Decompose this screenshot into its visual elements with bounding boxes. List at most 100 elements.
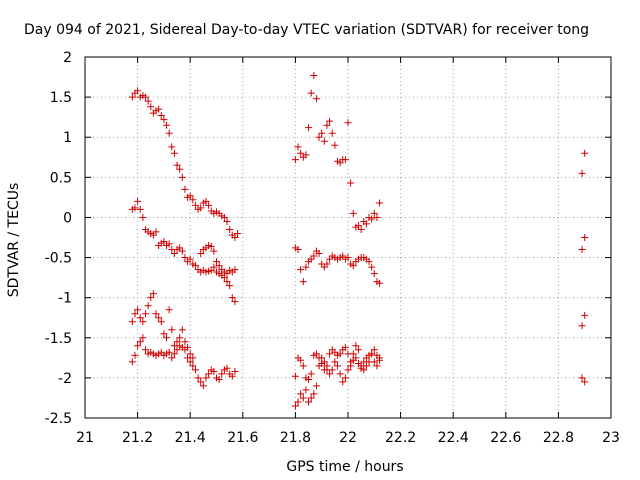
data-point [141,93,149,101]
data-point [220,213,228,221]
data-point [189,354,197,362]
data-point [223,217,231,225]
data-point [365,358,373,366]
data-point [165,240,173,248]
series-1 [128,87,242,241]
data-point [339,378,347,386]
y-tick-label: 1 [63,130,72,146]
data-point [160,330,168,338]
data-point [341,156,349,164]
data-point [165,306,173,314]
data-point [152,310,160,318]
data-point [178,173,186,181]
data-point [231,367,239,375]
data-point [168,143,176,151]
series-6 [291,244,384,287]
data-point [189,196,197,204]
data-point [323,260,331,268]
series-2 [128,197,239,306]
data-point [352,354,360,362]
y-tick-label: -1 [58,291,72,307]
data-point [305,375,313,383]
y-tick-label: -2 [58,371,72,387]
data-point [173,346,181,354]
data-point [136,205,144,213]
data-point [336,350,344,358]
data-point [163,334,171,342]
data-point [218,370,226,378]
data-point [134,306,142,314]
data-point [231,266,239,274]
data-point [357,225,365,233]
data-point [291,402,299,410]
data-point [578,374,586,382]
data-point [312,95,320,103]
data-point [315,250,323,258]
data-point [205,201,213,209]
data-point [165,129,173,137]
data-point [157,112,165,120]
data-point [326,350,334,358]
data-point [170,250,178,258]
x-tick-label: 21.6 [227,430,258,446]
data-point [197,250,205,258]
data-point [297,356,305,364]
data-point [128,318,136,326]
series-5 [291,71,384,233]
data-point [186,255,194,263]
data-point [376,356,384,364]
data-point [170,350,178,358]
data-point [189,362,197,370]
data-point [173,161,181,169]
data-point [181,185,189,193]
data-point [131,310,139,318]
data-point [168,326,176,334]
x-tick-label: 21 [76,430,94,446]
data-point [312,350,320,358]
data-point [186,358,194,366]
data-point [197,204,205,212]
data-point [362,220,370,228]
data-point [128,358,136,366]
data-point [578,322,586,330]
data-point [134,197,142,205]
x-tick-labels: 21 21.2 21.4 21.6 21.8 22 22.2 22.4 22.6 22.8 23 [76,430,620,446]
data-point [147,103,155,111]
x-tick-label: 21.4 [175,430,206,446]
data-point [318,129,326,137]
data-point [131,351,139,359]
data-point [368,215,376,223]
data-point [365,258,373,266]
data-point [376,199,384,207]
data-point [160,116,168,124]
x-tick-label: 22.6 [490,430,521,446]
data-point [184,343,192,351]
chart-title: Day 094 of 2021, Sidereal Day-to-day VTE… [24,22,589,38]
data-point [315,354,323,362]
data-point [205,370,213,378]
data-point [139,213,147,221]
data-point [581,378,589,386]
data-point [320,137,328,145]
series-9 [578,149,589,386]
x-tick-label: 22.2 [385,430,416,446]
data-point [155,105,163,113]
data-point [305,124,313,132]
data-point [355,359,363,367]
data-point [315,133,323,141]
data-point [210,247,218,255]
data-point [578,169,586,177]
data-point [331,141,339,149]
data-point [213,258,220,266]
data-point [168,354,176,362]
data-point [157,318,165,326]
data-point [373,213,381,221]
data-point [223,278,231,286]
data-point [220,274,228,282]
data-point [326,370,334,378]
data-point [294,398,302,406]
data-point [370,209,378,217]
data-point [226,225,234,233]
data-point [178,326,186,334]
